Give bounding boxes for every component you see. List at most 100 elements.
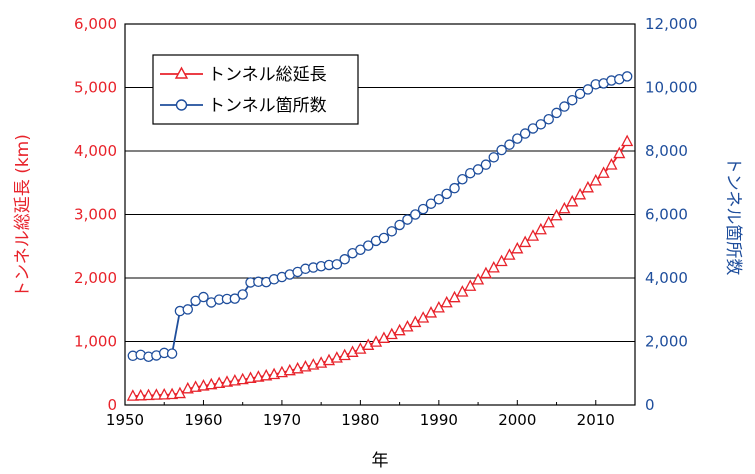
data-point-length bbox=[346, 345, 359, 357]
data-point-count bbox=[433, 194, 445, 205]
data-point-length bbox=[236, 372, 249, 385]
legend-entry-count: トンネル箇所数 bbox=[160, 96, 327, 116]
left-y-axis-title: トンネル総延長 (km) bbox=[13, 134, 33, 298]
data-point-length bbox=[519, 235, 532, 248]
data-point-count bbox=[339, 254, 350, 265]
data-point-length bbox=[166, 387, 179, 400]
data-point-length bbox=[542, 215, 555, 228]
data-point-length bbox=[354, 342, 367, 354]
data-point-count bbox=[386, 226, 398, 237]
data-point-count bbox=[488, 152, 500, 163]
data-point-length bbox=[487, 260, 500, 273]
x-tick-label: 2010 bbox=[577, 411, 615, 429]
data-point-length bbox=[150, 388, 163, 400]
right-y-tick-label: 10,000 bbox=[645, 79, 698, 97]
legend-circle-marker bbox=[175, 99, 188, 111]
data-point-count bbox=[559, 101, 570, 112]
right-y-tick-label: 0 bbox=[645, 396, 655, 414]
data-point-length bbox=[205, 377, 218, 390]
data-point-length bbox=[134, 388, 147, 401]
data-point-count bbox=[472, 164, 484, 175]
series-tunnel-length bbox=[126, 134, 634, 401]
series-layer bbox=[126, 71, 634, 401]
data-point-length bbox=[260, 368, 273, 381]
data-point-count bbox=[182, 304, 194, 315]
x-axis-title: 年 bbox=[372, 451, 389, 471]
data-point-count bbox=[527, 123, 539, 134]
x-tick-label: 1960 bbox=[184, 411, 222, 429]
data-point-length bbox=[370, 335, 383, 347]
left-y-tick-label: 0 bbox=[107, 396, 117, 414]
data-point-count bbox=[441, 188, 452, 200]
data-point-count bbox=[535, 119, 547, 130]
right-y-tick-label: 4,000 bbox=[645, 269, 688, 287]
legend-label-count: トンネル箇所数 bbox=[208, 96, 327, 116]
data-point-length bbox=[142, 388, 155, 401]
right-y-axis-title: トンネル箇所数 bbox=[723, 157, 743, 276]
data-point-count bbox=[496, 144, 507, 156]
data-point-length bbox=[597, 166, 610, 178]
data-point-length bbox=[252, 370, 265, 382]
data-point-count bbox=[402, 214, 413, 225]
left-y-tick-label: 6,000 bbox=[74, 15, 117, 33]
data-point-length bbox=[511, 241, 524, 254]
data-point-length bbox=[558, 201, 571, 214]
legend: トンネル総延長 トンネル箇所数 bbox=[152, 54, 359, 125]
data-point-count bbox=[425, 198, 437, 209]
data-point-length bbox=[534, 222, 547, 235]
data-point-count bbox=[551, 107, 562, 119]
data-point-length bbox=[495, 254, 508, 267]
data-point-length bbox=[472, 273, 485, 285]
data-point-count bbox=[582, 84, 594, 95]
data-point-count bbox=[198, 291, 209, 303]
x-tick-label: 1980 bbox=[341, 411, 379, 429]
right-y-axis: 0 2,000 4,000 6,000 8,000 10,000 12,000 bbox=[630, 15, 698, 414]
data-point-length bbox=[448, 290, 461, 303]
data-point-length bbox=[189, 380, 202, 392]
series-tunnel-count bbox=[127, 71, 633, 362]
data-point-length bbox=[228, 373, 241, 386]
data-point-length bbox=[338, 348, 351, 361]
x-tick-label: 1970 bbox=[263, 411, 301, 429]
data-point-count bbox=[504, 139, 515, 150]
left-y-tick-label: 5,000 bbox=[74, 79, 117, 97]
data-point-count bbox=[449, 182, 460, 194]
data-point-length bbox=[456, 285, 469, 297]
data-point-count bbox=[378, 232, 390, 244]
right-y-tick-label: 12,000 bbox=[645, 15, 698, 33]
data-point-length bbox=[550, 208, 563, 221]
data-point-length bbox=[621, 134, 634, 147]
x-tick-label: 1990 bbox=[420, 411, 458, 429]
data-point-count bbox=[362, 240, 374, 251]
left-y-tick-label: 3,000 bbox=[74, 206, 117, 224]
left-y-axis: 0 1,000 2,000 3,000 4,000 5,000 6,000 bbox=[74, 15, 130, 414]
left-y-tick-label: 4,000 bbox=[74, 142, 117, 160]
data-point-length bbox=[385, 327, 398, 340]
legend-triangle-marker bbox=[174, 66, 189, 79]
x-axis: 1950 1960 1970 1980 1990 2000 2010 bbox=[106, 400, 615, 429]
data-point-count bbox=[331, 259, 343, 270]
data-point-count bbox=[417, 203, 429, 215]
data-point-length bbox=[613, 146, 626, 159]
data-point-count bbox=[355, 244, 366, 255]
left-y-tick-label: 2,000 bbox=[74, 269, 117, 287]
data-point-length bbox=[158, 387, 171, 400]
data-point-length bbox=[377, 331, 390, 343]
data-point-length bbox=[589, 173, 602, 186]
data-point-count bbox=[457, 174, 468, 185]
data-point-count bbox=[410, 209, 421, 220]
right-y-tick-label: 2,000 bbox=[645, 333, 688, 351]
data-point-count bbox=[519, 128, 531, 139]
x-tick-label: 2000 bbox=[498, 411, 536, 429]
data-point-length bbox=[479, 266, 492, 279]
data-point-length bbox=[393, 323, 406, 336]
data-point-length bbox=[526, 229, 540, 241]
x-tick-label: 1950 bbox=[106, 411, 144, 429]
data-point-length bbox=[566, 194, 579, 207]
data-point-length bbox=[197, 379, 210, 391]
data-point-count bbox=[166, 348, 178, 359]
data-point-count bbox=[543, 114, 554, 125]
data-point-length bbox=[464, 279, 477, 291]
data-point-length bbox=[220, 375, 234, 387]
